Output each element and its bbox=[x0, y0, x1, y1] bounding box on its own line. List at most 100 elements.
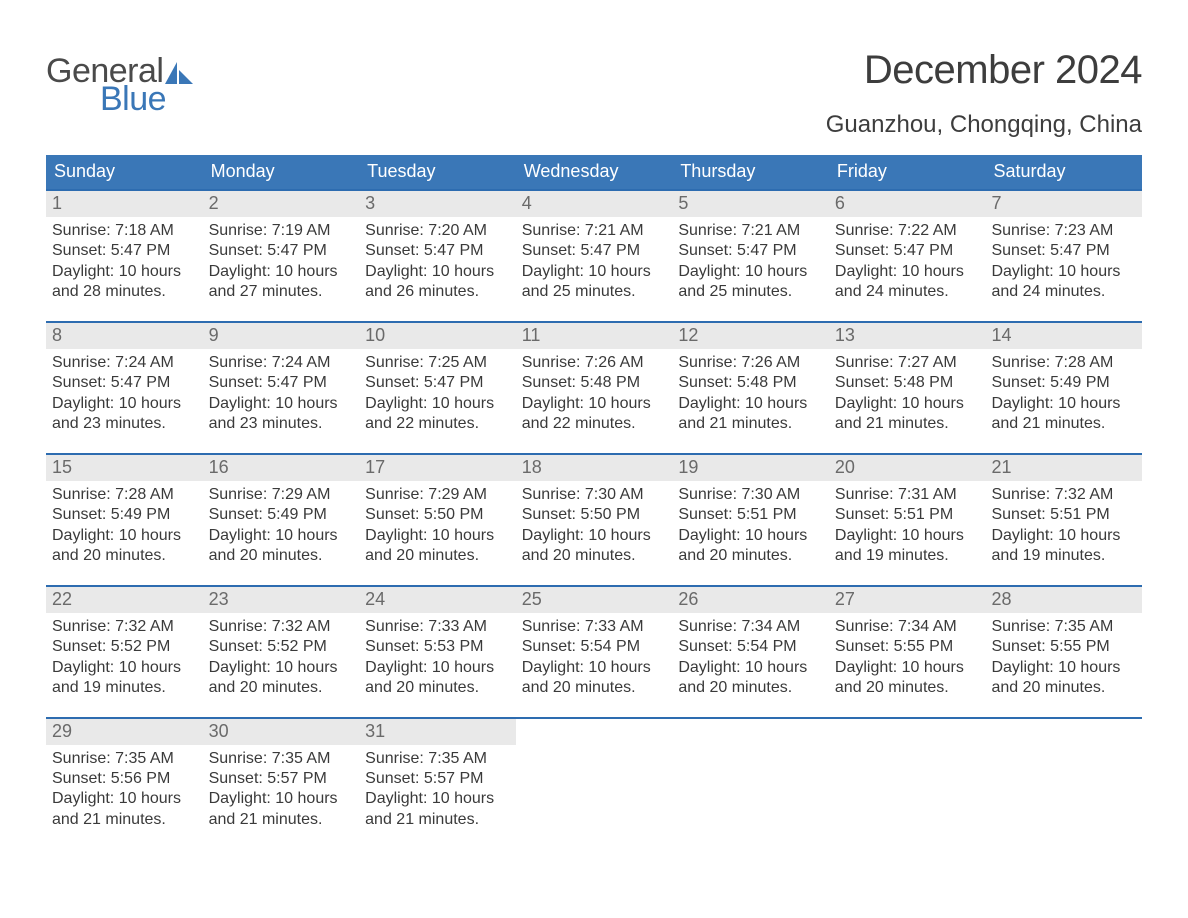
daylight-line-1: Daylight: 10 hours bbox=[522, 262, 667, 282]
day-cell-empty bbox=[985, 719, 1142, 839]
daylight-line-2: and 20 minutes. bbox=[835, 678, 980, 698]
sunset-line: Sunset: 5:47 PM bbox=[365, 373, 510, 393]
sunrise-line: Sunrise: 7:26 AM bbox=[678, 353, 823, 373]
day-cell-empty bbox=[829, 719, 986, 839]
day-cell: 25Sunrise: 7:33 AMSunset: 5:54 PMDayligh… bbox=[516, 587, 673, 707]
day-body: Sunrise: 7:20 AMSunset: 5:47 PMDaylight:… bbox=[359, 217, 516, 305]
sunrise-line: Sunrise: 7:21 AM bbox=[522, 221, 667, 241]
sunset-line: Sunset: 5:55 PM bbox=[835, 637, 980, 657]
daylight-line-1: Daylight: 10 hours bbox=[209, 262, 354, 282]
daylight-line-2: and 23 minutes. bbox=[209, 414, 354, 434]
day-number: 20 bbox=[829, 455, 986, 481]
day-cell: 27 Sunrise: 7:34 AMSunset: 5:55 PMDayligh… bbox=[829, 587, 986, 707]
daylight-line-2: and 20 minutes. bbox=[209, 678, 354, 698]
daylight-line-1: Daylight: 10 hours bbox=[991, 262, 1136, 282]
day-number: 27 bbox=[829, 587, 986, 613]
sunset-line: Sunset: 5:48 PM bbox=[522, 373, 667, 393]
day-cell: 23Sunrise: 7:32 AMSunset: 5:52 PMDayligh… bbox=[203, 587, 360, 707]
day-cell: 31Sunrise: 7:35 AMSunset: 5:57 PMDayligh… bbox=[359, 719, 516, 839]
daylight-line-2: and 26 minutes. bbox=[365, 282, 510, 302]
daylight-line-1: Daylight: 10 hours bbox=[835, 262, 980, 282]
day-body: Sunrise: 7:24 AMSunset: 5:47 PMDaylight:… bbox=[203, 349, 360, 437]
day-body: Sunrise: 7:19 AMSunset: 5:47 PMDaylight:… bbox=[203, 217, 360, 305]
daylight-line-2: and 20 minutes. bbox=[52, 546, 197, 566]
day-cell: 6Sunrise: 7:22 AMSunset: 5:47 PMDaylight… bbox=[829, 191, 986, 311]
daylight-line-2: and 21 minutes. bbox=[209, 810, 354, 830]
day-number: 25 bbox=[516, 587, 673, 613]
daylight-line-1: Daylight: 10 hours bbox=[678, 526, 823, 546]
day-cell: 24Sunrise: 7:33 AMSunset: 5:53 PMDayligh… bbox=[359, 587, 516, 707]
day-body: Sunrise: 7:35 AMSunset: 5:57 PMDaylight:… bbox=[359, 745, 516, 833]
daylight-line-2: and 20 minutes. bbox=[365, 546, 510, 566]
day-cell: 18Sunrise: 7:30 AMSunset: 5:50 PMDayligh… bbox=[516, 455, 673, 575]
sunrise-line: Sunrise: 7:33 AM bbox=[522, 617, 667, 637]
day-cell: 10Sunrise: 7:25 AMSunset: 5:47 PMDayligh… bbox=[359, 323, 516, 443]
daylight-line-1: Daylight: 10 hours bbox=[52, 526, 197, 546]
location: Guanzhou, Chongqing, China bbox=[826, 111, 1142, 139]
sunrise-line: Sunrise: 7:35 AM bbox=[365, 749, 510, 769]
daylight-line-1: Daylight: 10 hours bbox=[835, 526, 980, 546]
sunset-line: Sunset: 5:49 PM bbox=[52, 505, 197, 525]
sunrise-line: Sunrise: 7:24 AM bbox=[209, 353, 354, 373]
daylight-line-1: Daylight: 10 hours bbox=[678, 394, 823, 414]
day-cell: 9Sunrise: 7:24 AMSunset: 5:47 PMDaylight… bbox=[203, 323, 360, 443]
daylight-line-2: and 21 minutes. bbox=[835, 414, 980, 434]
day-cell: 12Sunrise: 7:26 AMSunset: 5:48 PMDayligh… bbox=[672, 323, 829, 443]
sunset-line: Sunset: 5:47 PM bbox=[209, 373, 354, 393]
sunrise-line: Sunrise: 7:20 AM bbox=[365, 221, 510, 241]
sunrise-line: Sunrise: 7:33 AM bbox=[365, 617, 510, 637]
day-number: 19 bbox=[672, 455, 829, 481]
day-number: 8 bbox=[46, 323, 203, 349]
day-body: Sunrise: 7:30 AMSunset: 5:51 PMDaylight:… bbox=[672, 481, 829, 569]
week-row: 15Sunrise: 7:28 AMSunset: 5:49 PMDayligh… bbox=[46, 453, 1142, 575]
day-body: Sunrise: 7:29 AMSunset: 5:50 PMDaylight:… bbox=[359, 481, 516, 569]
week-row: 1Sunrise: 7:18 AMSunset: 5:47 PMDaylight… bbox=[46, 189, 1142, 311]
sunrise-line: Sunrise: 7:25 AM bbox=[365, 353, 510, 373]
sunrise-line: Sunrise: 7:31 AM bbox=[835, 485, 980, 505]
daylight-line-2: and 25 minutes. bbox=[522, 282, 667, 302]
sunset-line: Sunset: 5:51 PM bbox=[835, 505, 980, 525]
daylight-line-1: Daylight: 10 hours bbox=[209, 394, 354, 414]
sunrise-line: Sunrise: 7:29 AM bbox=[365, 485, 510, 505]
day-body: Sunrise: 7:21 AMSunset: 5:47 PMDaylight:… bbox=[516, 217, 673, 305]
sunset-line: Sunset: 5:54 PM bbox=[678, 637, 823, 657]
sunrise-line: Sunrise: 7:18 AM bbox=[52, 221, 197, 241]
header: General Blue December 2024 Guanzhou, Cho… bbox=[46, 48, 1142, 139]
daylight-line-2: and 20 minutes. bbox=[678, 678, 823, 698]
week-row: 29Sunrise: 7:35 AMSunset: 5:56 PMDayligh… bbox=[46, 717, 1142, 839]
daylight-line-1: Daylight: 10 hours bbox=[52, 658, 197, 678]
sunset-line: Sunset: 5:47 PM bbox=[678, 241, 823, 261]
day-cell: 13Sunrise: 7:27 AMSunset: 5:48 PMDayligh… bbox=[829, 323, 986, 443]
daylight-line-2: and 24 minutes. bbox=[835, 282, 980, 302]
sunset-line: Sunset: 5:57 PM bbox=[365, 769, 510, 789]
day-body: Sunrise: 7:35 AMSunset: 5:55 PMDaylight:… bbox=[985, 613, 1142, 701]
daylight-line-2: and 19 minutes. bbox=[991, 546, 1136, 566]
sunrise-line: Sunrise: 7:34 AM bbox=[835, 617, 980, 637]
daylight-line-2: and 19 minutes. bbox=[52, 678, 197, 698]
sunrise-line: Sunrise: 7:28 AM bbox=[52, 485, 197, 505]
daylight-line-1: Daylight: 10 hours bbox=[52, 394, 197, 414]
week-row: 22Sunrise: 7:32 AMSunset: 5:52 PMDayligh… bbox=[46, 585, 1142, 707]
day-cell-empty bbox=[672, 719, 829, 839]
sunset-line: Sunset: 5:47 PM bbox=[522, 241, 667, 261]
daylight-line-1: Daylight: 10 hours bbox=[209, 526, 354, 546]
day-body: Sunrise: 7:30 AMSunset: 5:50 PMDaylight:… bbox=[516, 481, 673, 569]
day-body: Sunrise: 7:33 AMSunset: 5:54 PMDaylight:… bbox=[516, 613, 673, 701]
day-body: Sunrise: 7:29 AMSunset: 5:49 PMDaylight:… bbox=[203, 481, 360, 569]
day-cell: 21Sunrise: 7:32 AMSunset: 5:51 PMDayligh… bbox=[985, 455, 1142, 575]
sunset-line: Sunset: 5:48 PM bbox=[835, 373, 980, 393]
day-body: Sunrise: 7:32 AMSunset: 5:52 PMDaylight:… bbox=[46, 613, 203, 701]
day-body: Sunrise: 7:35 AMSunset: 5:57 PMDaylight:… bbox=[203, 745, 360, 833]
day-body: Sunrise: 7:23 AMSunset: 5:47 PMDaylight:… bbox=[985, 217, 1142, 305]
day-body: Sunrise: 7:26 AMSunset: 5:48 PMDaylight:… bbox=[516, 349, 673, 437]
sunset-line: Sunset: 5:53 PM bbox=[365, 637, 510, 657]
day-number: 15 bbox=[46, 455, 203, 481]
day-number: 23 bbox=[203, 587, 360, 613]
day-body: Sunrise: 7:25 AMSunset: 5:47 PMDaylight:… bbox=[359, 349, 516, 437]
daylight-line-1: Daylight: 10 hours bbox=[678, 262, 823, 282]
daylight-line-1: Daylight: 10 hours bbox=[522, 394, 667, 414]
sunset-line: Sunset: 5:47 PM bbox=[835, 241, 980, 261]
daylight-line-1: Daylight: 10 hours bbox=[835, 658, 980, 678]
day-cell: 29Sunrise: 7:35 AMSunset: 5:56 PMDayligh… bbox=[46, 719, 203, 839]
page: General Blue December 2024 Guanzhou, Cho… bbox=[0, 0, 1188, 918]
